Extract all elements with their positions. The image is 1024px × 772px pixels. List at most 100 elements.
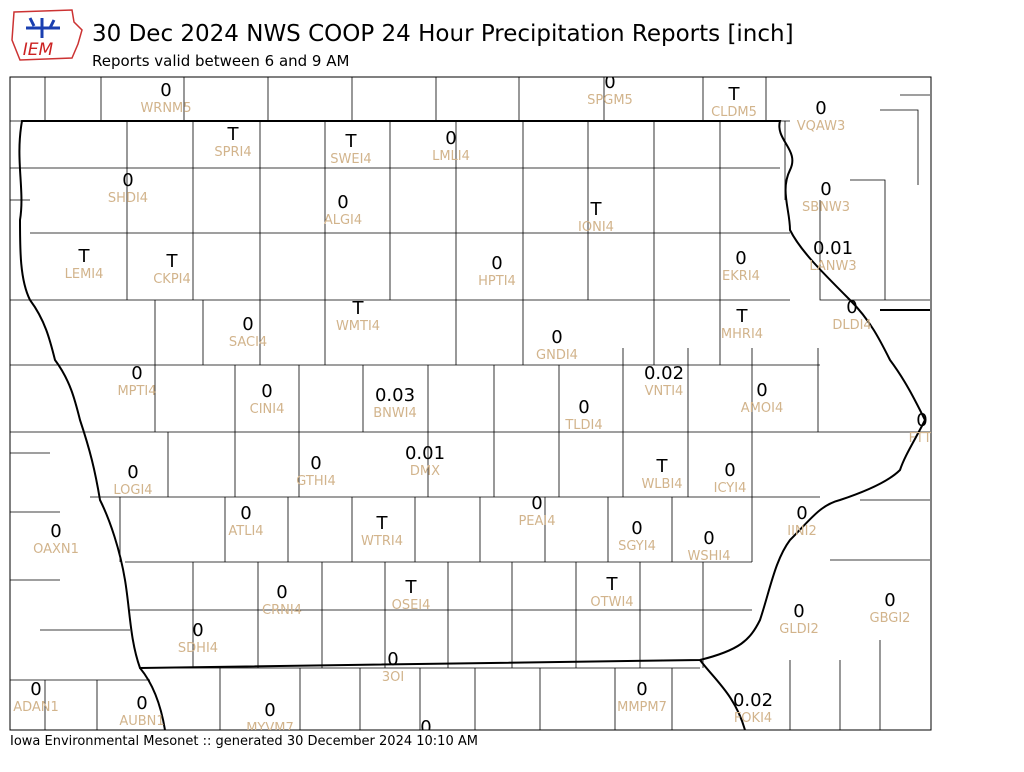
station-id: WTRI4 bbox=[361, 534, 403, 549]
station-value: 0 bbox=[916, 410, 927, 431]
station-value: 0 bbox=[756, 380, 767, 401]
station-id: SGYI4 bbox=[618, 539, 656, 554]
station-id: PEAI4 bbox=[518, 514, 555, 529]
station-id: MYVM7 bbox=[246, 721, 294, 736]
station-id: ICYI4 bbox=[714, 481, 747, 496]
station-id: WRNM5 bbox=[140, 101, 191, 116]
station-value: 0 bbox=[136, 693, 147, 714]
station-id: MMPM7 bbox=[617, 700, 667, 715]
station-id: MHRI4 bbox=[721, 327, 763, 342]
station-value: 0 bbox=[387, 649, 398, 670]
station-id: SWEI4 bbox=[330, 152, 371, 167]
station-id: LANW3 bbox=[809, 259, 856, 274]
station-id: AUBN1 bbox=[119, 714, 164, 729]
station-value: T bbox=[736, 306, 749, 327]
station-value: 0 bbox=[531, 493, 542, 514]
station-value: 0 bbox=[604, 72, 615, 93]
footer: Iowa Environmental Mesonet :: generated … bbox=[10, 734, 478, 749]
station-id: CINI4 bbox=[250, 402, 285, 417]
map bbox=[10, 77, 930, 730]
station-value: T bbox=[376, 513, 389, 534]
station-id: SPRI4 bbox=[214, 145, 251, 160]
station-value: 0 bbox=[310, 453, 321, 474]
station-id: GLDI2 bbox=[779, 622, 818, 637]
subtitle: Reports valid between 6 and 9 AM bbox=[92, 52, 349, 70]
station-id: SPGM5 bbox=[587, 93, 633, 108]
station-id: SHDI4 bbox=[108, 191, 148, 206]
station-id: DLDI4 bbox=[832, 318, 871, 333]
station-value: 0 bbox=[724, 460, 735, 481]
station-value: T bbox=[227, 124, 240, 145]
station-value: T bbox=[166, 251, 179, 272]
station-value: T bbox=[345, 131, 358, 152]
station-id: WSHI4 bbox=[688, 549, 731, 564]
station-id: SDHI4 bbox=[178, 641, 218, 656]
station-id: MPTI4 bbox=[117, 384, 156, 399]
station-id: OTWI4 bbox=[590, 595, 633, 610]
station-value: 0 bbox=[160, 80, 171, 101]
station-id: WMTI4 bbox=[336, 319, 380, 334]
station-id: GTHI4 bbox=[296, 474, 335, 489]
station-value: 0 bbox=[703, 528, 714, 549]
station-value: T bbox=[656, 456, 669, 477]
station-value: 0 bbox=[735, 248, 746, 269]
station-id: ATLI4 bbox=[228, 524, 263, 539]
station-value: 0 bbox=[337, 192, 348, 213]
station-id: HPTI4 bbox=[478, 274, 516, 289]
station-id: CKPI4 bbox=[153, 272, 191, 287]
station-value: 0.01 bbox=[813, 238, 853, 259]
station-id: FTTI bbox=[909, 431, 936, 446]
station-value: 0 bbox=[127, 462, 138, 483]
station-value: 0 bbox=[261, 381, 272, 402]
station-value: 0 bbox=[636, 679, 647, 700]
station-value: T bbox=[405, 577, 418, 598]
station-id: GNDI4 bbox=[536, 348, 578, 363]
station-id: IONI4 bbox=[578, 220, 614, 235]
station-value: 0 bbox=[846, 297, 857, 318]
station-id: EKRI4 bbox=[722, 269, 760, 284]
station-id: BNWI4 bbox=[373, 406, 417, 421]
station-value: 0 bbox=[578, 397, 589, 418]
station-value: 0 bbox=[131, 363, 142, 384]
station-id: WLBI4 bbox=[641, 477, 682, 492]
station-value: 0 bbox=[793, 601, 804, 622]
station-value: 0 bbox=[276, 582, 287, 603]
station-id: LOGI4 bbox=[113, 483, 152, 498]
station-id: FOKI4 bbox=[734, 711, 772, 726]
station-id: TLDI4 bbox=[564, 418, 602, 433]
station-value: T bbox=[728, 84, 741, 105]
station-value: 0 bbox=[820, 179, 831, 200]
station-value: T bbox=[606, 574, 619, 595]
station-value: 0 bbox=[445, 128, 456, 149]
station-value: 0.01 bbox=[405, 443, 445, 464]
title: 30 Dec 2024 NWS COOP 24 Hour Precipitati… bbox=[92, 21, 794, 47]
station-value: 0 bbox=[242, 314, 253, 335]
station-id: AMOI4 bbox=[741, 401, 783, 416]
station-id: SBNW3 bbox=[802, 200, 850, 215]
station-id: SACI4 bbox=[229, 335, 267, 350]
station-value: T bbox=[78, 246, 91, 267]
logo: IEM bbox=[11, 9, 83, 61]
station-id: CLDM5 bbox=[711, 105, 757, 120]
station-id: 3OI bbox=[382, 670, 404, 685]
station-id: CRNI4 bbox=[262, 603, 302, 618]
station-value: 0 bbox=[420, 717, 431, 738]
map-frame bbox=[9, 76, 932, 731]
station-id: VNTI4 bbox=[645, 384, 684, 399]
station-value: 0 bbox=[122, 170, 133, 191]
station-value: 0.03 bbox=[375, 385, 415, 406]
station-value: 0 bbox=[491, 253, 502, 274]
station-id: OSEI4 bbox=[392, 598, 431, 613]
station-value: 0.02 bbox=[644, 363, 684, 384]
station-id: LMLI4 bbox=[432, 149, 470, 164]
station-id: DMX bbox=[410, 464, 440, 479]
station-value: 0.02 bbox=[733, 690, 773, 711]
station-value: 0 bbox=[264, 700, 275, 721]
station-value: 0 bbox=[884, 590, 895, 611]
station-id: VQAW3 bbox=[797, 119, 845, 134]
station-id: OAXN1 bbox=[33, 542, 79, 557]
station-id: GBGI2 bbox=[870, 611, 911, 626]
station-value: 0 bbox=[631, 518, 642, 539]
station-value: 0 bbox=[240, 503, 251, 524]
